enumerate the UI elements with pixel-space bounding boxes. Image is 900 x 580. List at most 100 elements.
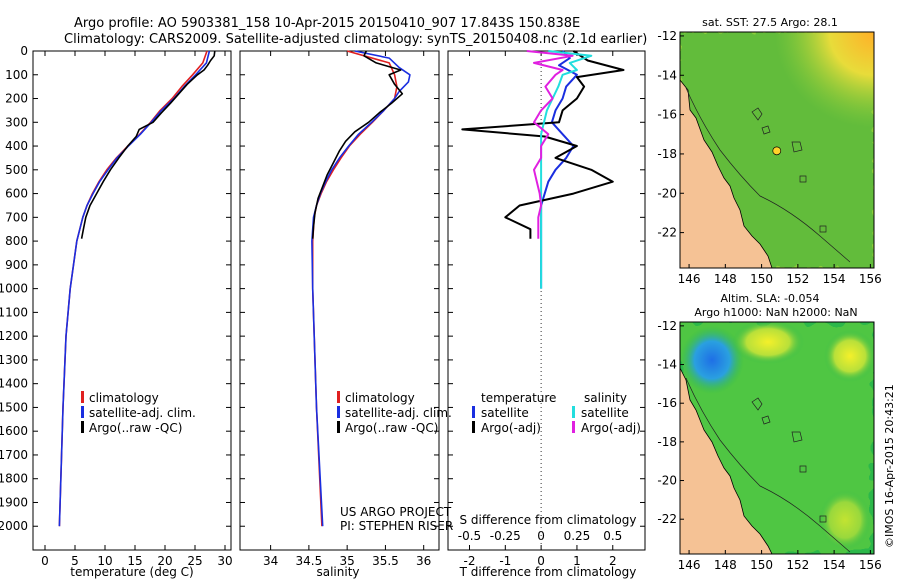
x-tick-label: 35	[340, 554, 355, 568]
salinity-panel-frame	[239, 50, 440, 551]
depth-tick-label: 1200	[0, 329, 28, 343]
sla-map-title: Altim. SLA: -0.054	[720, 292, 819, 305]
profile-line-argo-raw-qc-	[311, 50, 404, 239]
x-tick-label: -2	[464, 554, 476, 568]
depth-tick-label: 1700	[0, 448, 28, 462]
legend-label-s-argo: Argo(-adj)	[581, 421, 641, 435]
temperature-xlabel: temperature (deg C)	[70, 565, 193, 579]
legend-swatch-s-argo	[572, 421, 575, 433]
imos-timestamp: ©IMOS 16-Apr-2015 20:43:21	[883, 384, 896, 548]
sla-depth-contour	[685, 377, 851, 553]
project-credit: US ARGO PROJECT	[340, 505, 452, 519]
depth-tick-label: 800	[5, 234, 28, 248]
map-y-tick-label: -16	[657, 396, 677, 410]
legend-swatch-satellite	[337, 406, 340, 418]
sst-coastline-land	[680, 79, 773, 268]
map-y-tick-label: -18	[657, 147, 677, 161]
map-y-tick-label: -12	[657, 29, 677, 43]
profile-line-argo-raw-qc-	[80, 50, 216, 239]
sst-map-axes: 146 148 150 152 154 156 -12 -14 -16 -18 -20 -22	[657, 29, 881, 286]
legend-label-climatology: climatology	[345, 391, 415, 405]
s-diff-tick-label: -0.25	[490, 529, 521, 543]
legend-label-t-satellite: satellite	[481, 406, 529, 420]
depth-tick-label: 600	[5, 187, 28, 201]
legend-swatch-t-argo	[472, 421, 475, 433]
sla-high-anomaly	[732, 322, 804, 364]
map-x-tick-label: 154	[823, 272, 846, 286]
depth-axis: 0 100 200 300 400 500 600 700 800 900 1000 1100 1200…	[0, 44, 645, 533]
depth-tick-label: 500	[5, 163, 28, 177]
pi-credit: PI: STEPHEN RISER	[340, 519, 453, 533]
legend-label-satellite: satellite-adj. clim.	[89, 406, 196, 420]
depth-tick-label: 700	[5, 210, 28, 224]
map-x-tick-label: 150	[750, 558, 773, 572]
map-y-tick-label: -22	[657, 226, 677, 240]
x-tick-label: 15	[127, 554, 142, 568]
x-tick-label: 25	[187, 554, 202, 568]
header-line-2: Climatology: CARS2009. Satellite-adjuste…	[64, 32, 647, 47]
depth-tick-label: 1400	[0, 377, 28, 391]
difference-panel-frame	[447, 50, 646, 551]
map-x-tick-label: 146	[678, 558, 701, 572]
sst-warm-patch	[750, 32, 874, 152]
legend-swatch-satellite	[81, 406, 84, 418]
salinity-xlabel: salinity	[316, 565, 359, 579]
legend-label-s-satellite: satellite	[581, 406, 629, 420]
temperature-panel-frame	[32, 50, 232, 551]
map-y-tick-label: -14	[657, 68, 677, 82]
temperature-series	[58, 50, 216, 527]
sst-map-frame	[679, 31, 875, 269]
sla-high-anomaly	[824, 330, 874, 382]
map-x-tick-label: 152	[786, 558, 809, 572]
depth-tick-label: 1100	[0, 305, 28, 319]
x-tick-label: 30	[217, 554, 232, 568]
x-tick-label: 34.5	[296, 554, 323, 568]
x-tick-label: 35.5	[372, 554, 399, 568]
map-x-tick-label: 152	[786, 272, 809, 286]
x-tick-label: 5	[71, 554, 79, 568]
s-difference-xlabel: S difference from climatology	[460, 513, 637, 527]
legend-label-t-argo: Argo(-adj)	[481, 421, 541, 435]
x-tick-label: 1	[573, 554, 581, 568]
legend-label-satellite: satellite-adj. clim.	[345, 406, 452, 420]
s-diff-tick-label: -0.5	[458, 529, 481, 543]
temperature-x-axis: 0 5 10 15 20 25 30	[41, 51, 233, 568]
depth-tick-label: 100	[5, 68, 28, 82]
sst-depth-contour	[685, 87, 851, 263]
depth-tick-label: 1500	[0, 400, 28, 414]
legend-swatch-climatology	[81, 391, 84, 403]
depth-tick-label: 1000	[0, 282, 28, 296]
depth-tick-label: 200	[5, 92, 28, 106]
t-difference-xlabel: T difference from climatology	[459, 565, 637, 579]
s-diff-tick-label: 0.25	[564, 529, 591, 543]
x-tick-label: 20	[157, 554, 172, 568]
depth-tick-label: 900	[5, 258, 28, 272]
legend-swatch-climatology	[337, 391, 340, 403]
difference-line-salinity-argo-adj-	[526, 50, 574, 239]
legend-label-argo: Argo(..raw -QC)	[345, 421, 438, 435]
sla-map-subtitle: Argo h1000: NaN h2000: NaN	[694, 306, 857, 319]
map-y-tick-label: -20	[657, 474, 677, 488]
depth-tick-label: 0	[20, 44, 28, 58]
difference-line-temperature-argo-adj-	[461, 50, 625, 239]
depth-tick-label: 1300	[0, 353, 28, 367]
salinity-x-axis: 34 34.5 35 35.5 36	[263, 51, 431, 568]
legend-header-salinity: salinity	[584, 391, 627, 405]
difference-series	[461, 50, 625, 289]
temperature-legend: climatology satellite-adj. clim. Argo(..…	[81, 391, 196, 435]
map-y-tick-label: -22	[657, 512, 677, 526]
x-tick-label: -1	[499, 554, 511, 568]
depth-tick-label: 300	[5, 115, 28, 129]
sst-reef-outlines	[751, 107, 827, 233]
map-x-tick-label: 156	[859, 272, 882, 286]
legend-swatch-argo	[337, 421, 340, 433]
sla-map	[680, 322, 874, 554]
map-x-tick-label: 146	[678, 272, 701, 286]
map-y-tick-label: -18	[657, 435, 677, 449]
salinity-legend: climatology satellite-adj. clim. Argo(..…	[337, 391, 453, 533]
salinity-series	[311, 50, 411, 527]
map-x-tick-label: 148	[714, 272, 737, 286]
x-tick-label: 36	[416, 554, 431, 568]
s-diff-tick-label: 0.5	[603, 529, 622, 543]
